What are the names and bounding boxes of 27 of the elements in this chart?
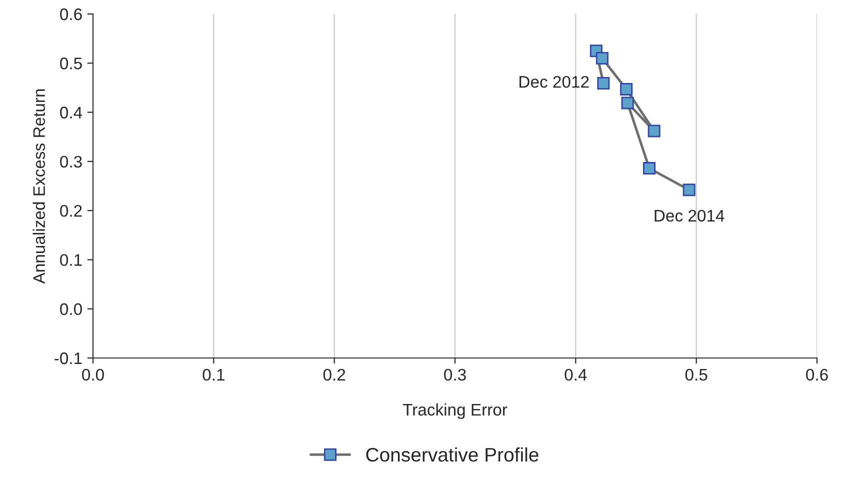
y-axis-title: Annualized Excess Return [32, 89, 46, 284]
x-tick-label: 0.0 [82, 368, 104, 381]
annotation: Dec 2012 [520, 76, 589, 88]
point [620, 82, 633, 96]
y-tick-label: 0.0 [60, 303, 82, 316]
y-tick-label: 0.1 [60, 254, 82, 266]
x-tick-label: 0.2 [323, 368, 346, 381]
legend-label: Conservative Profile [366, 447, 538, 462]
x-tick-label: 0.6 [806, 368, 828, 381]
point [682, 184, 696, 196]
y-tick-label: 0.4 [60, 106, 82, 118]
point [596, 52, 608, 64]
annotation: Dec 2014 [654, 210, 724, 222]
y-tick-label: 0.3 [60, 156, 82, 168]
y-tick-label: 0.6 [60, 8, 82, 20]
point [643, 162, 656, 175]
y-tick-label: 0.5 [60, 58, 82, 70]
x-tick-label: 0.3 [444, 368, 466, 381]
point [621, 96, 634, 110]
y-tick-label: 0.2 [60, 204, 82, 217]
y-tick-label: -0.1 [54, 352, 82, 364]
x-tick-label: 0.1 [202, 368, 224, 381]
x-tick-label: 0.4 [564, 368, 587, 381]
point [597, 77, 610, 90]
point [648, 124, 660, 138]
x-tick-label: 0.5 [685, 368, 708, 381]
x-axis-title: Tracking Error [402, 403, 508, 419]
